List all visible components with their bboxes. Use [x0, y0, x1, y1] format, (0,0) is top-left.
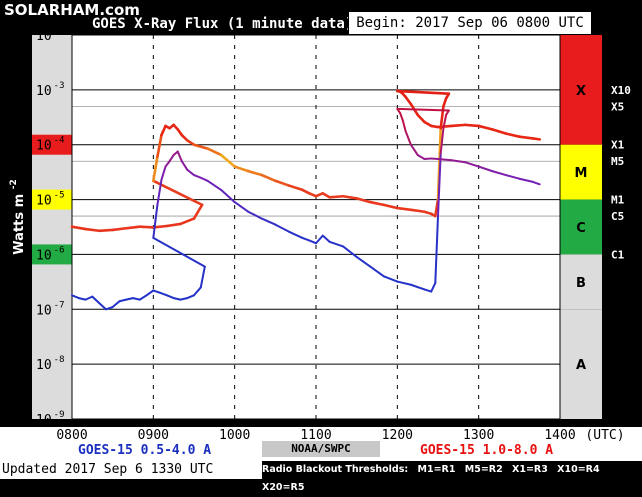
class-label: M [575, 166, 588, 181]
threshold-item: M5=R2 [465, 464, 503, 475]
threshold-label: X10 [611, 84, 631, 97]
x-axis-unit: (UTC) [585, 428, 624, 443]
x-tick-label: 0800 [56, 428, 87, 443]
class-label: X [576, 84, 586, 99]
chart-title: GOES X-Ray Flux (1 minute data) [92, 16, 353, 32]
long-series-segment [397, 208, 411, 210]
threshold-item: X10=R4 [557, 464, 599, 475]
class-label: C [576, 221, 586, 236]
y-axis-title: Watts m -2 [9, 179, 27, 254]
long-series-segment [140, 227, 154, 228]
long-series-segment [113, 228, 127, 230]
class-label: A [576, 358, 586, 373]
long-series-label: GOES-15 1.0-8.0 A [420, 443, 553, 458]
threshold-label: C1 [611, 248, 625, 261]
radio-blackout-thresholds: Radio Blackout Thresholds: M1=R1 M5=R2 X… [262, 461, 642, 479]
threshold-item: M1=R1 [418, 464, 456, 475]
short-series-label: GOES-15 0.5-4.0 A [78, 443, 211, 458]
x-tick-label: 1300 [463, 428, 494, 443]
threshold-label: M1 [611, 194, 625, 207]
begin-time-box: Begin: 2017 Sep 06 0800 UTC [348, 11, 592, 35]
threshold-label: M5 [611, 155, 624, 168]
source-label: NOAA/SWPC [262, 441, 380, 457]
x-tick-label: 1400 [544, 428, 575, 443]
long-series-segment [519, 137, 533, 139]
long-series-segment [465, 125, 479, 126]
long-series-segment [533, 138, 540, 139]
threshold-item: X1=R3 [512, 464, 548, 475]
updated-timestamp: Updated 2017 Sep 6 1330 UTC [2, 461, 260, 479]
y-tick-label: 10-9 [36, 410, 65, 428]
long-series-segment [99, 230, 113, 231]
threshold-label: X1 [611, 139, 625, 152]
long-series-segment [86, 229, 100, 231]
threshold-label: X5 [611, 100, 624, 113]
long-series-segment [126, 227, 140, 229]
long-series-segment [452, 125, 466, 126]
threshold-label: C5 [611, 210, 624, 223]
class-label: B [576, 276, 586, 291]
thresholds-label: Radio Blackout Thresholds: [262, 464, 408, 475]
threshold-item: X20=R5 [262, 482, 304, 493]
short-series-segment [438, 159, 452, 160]
x-tick-label: 0900 [138, 428, 169, 443]
x-tick-label: 1000 [219, 428, 250, 443]
x-tick-label: 1200 [382, 428, 413, 443]
long-series-segment [330, 196, 344, 197]
xray-flux-chart: XMCBA10-210-310-410-510-610-710-810-9Wat… [0, 0, 642, 479]
